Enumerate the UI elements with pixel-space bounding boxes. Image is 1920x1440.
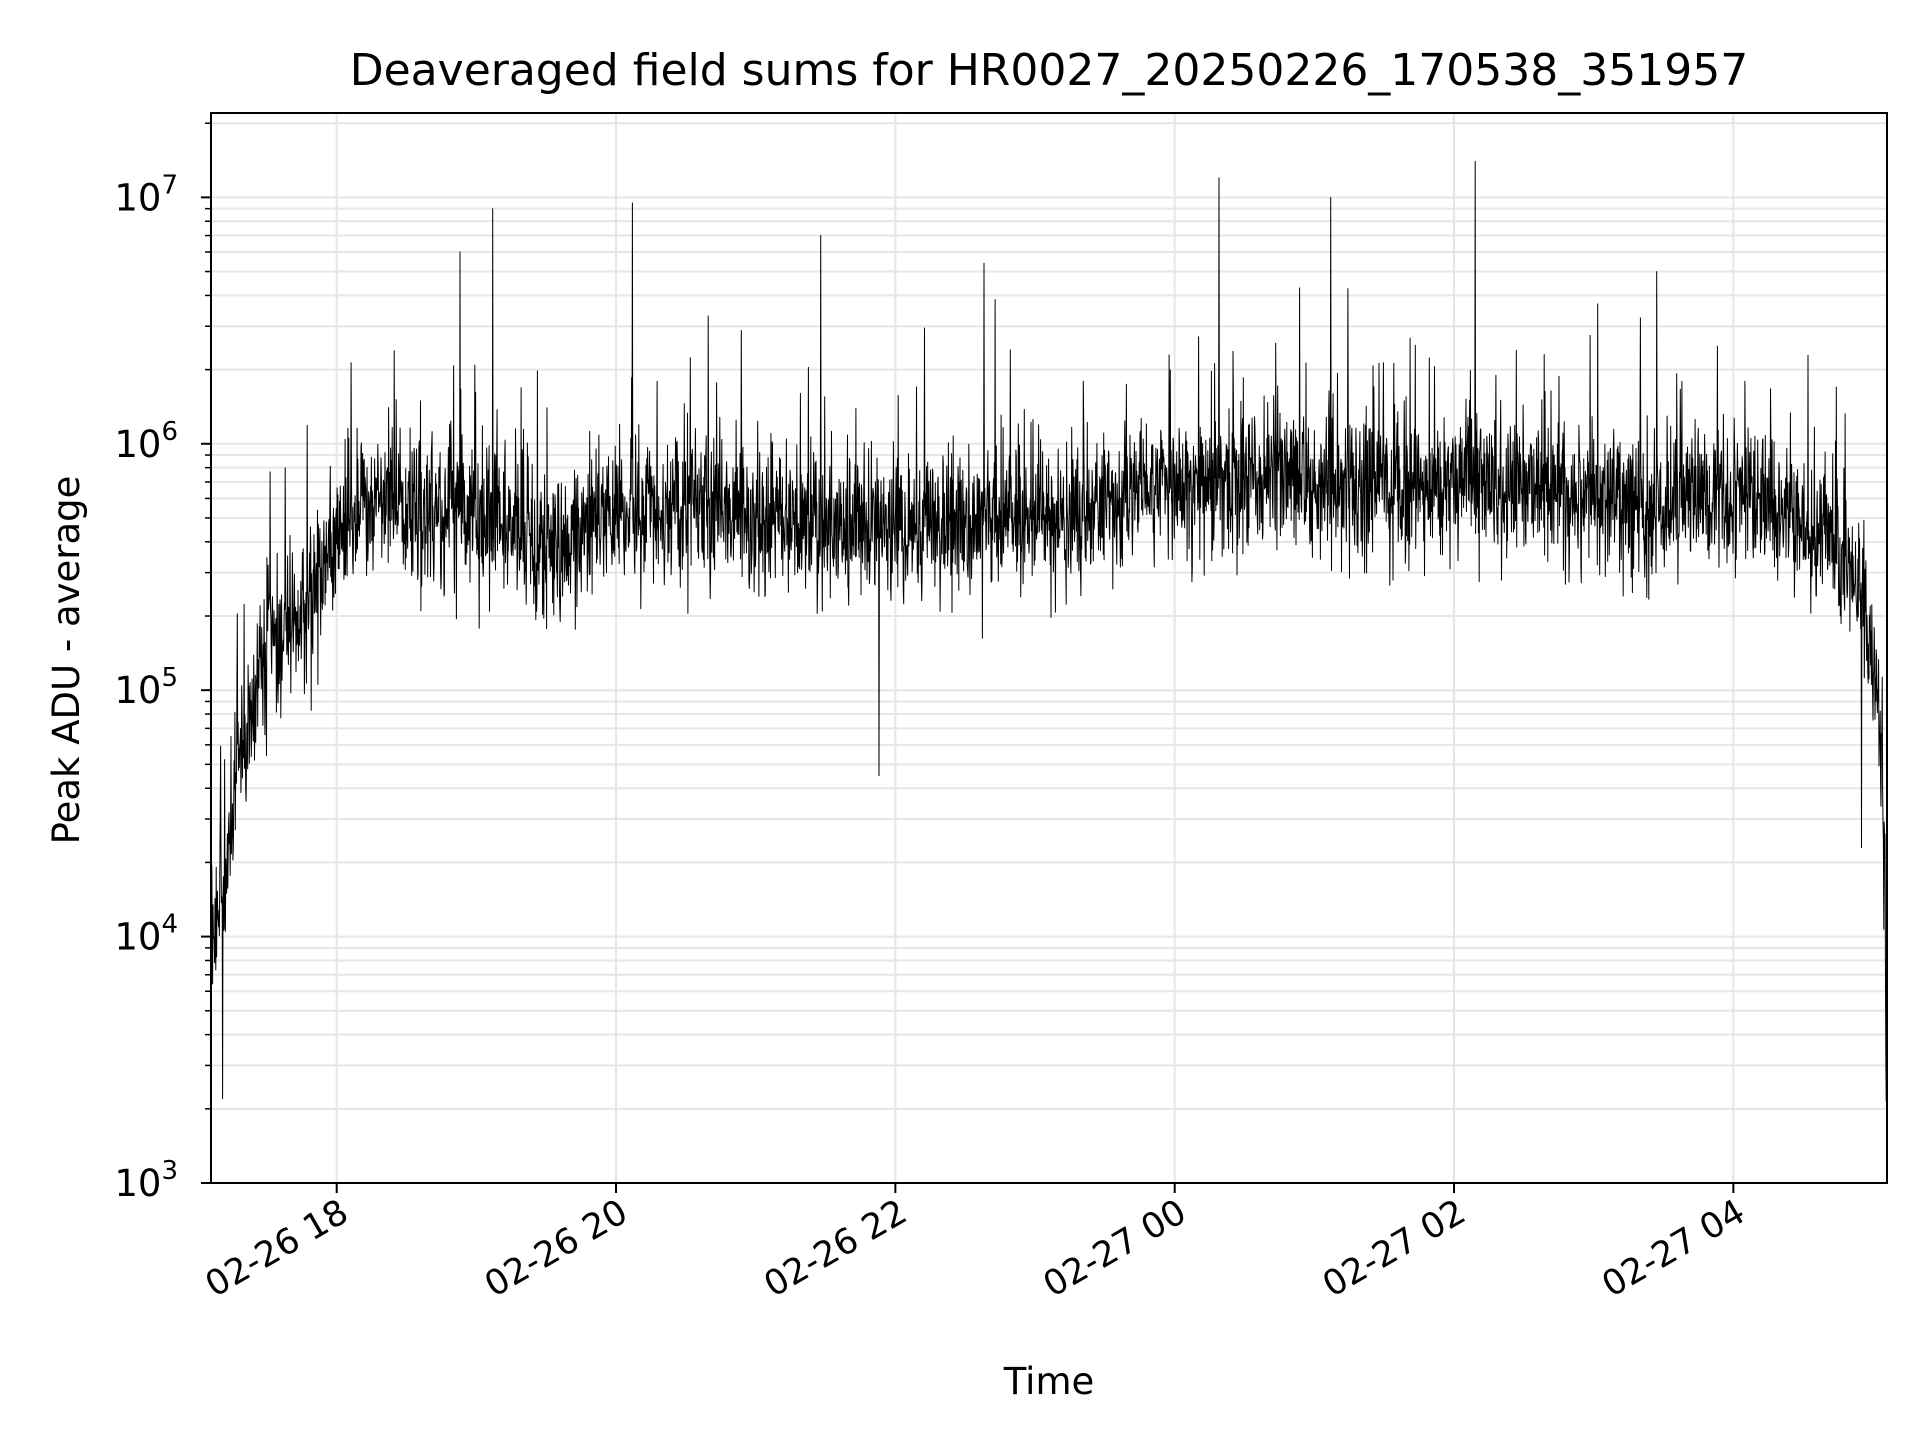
- y-tick-label: 107: [114, 170, 178, 219]
- y-axis: 103 104 105 106 107: [114, 122, 211, 1205]
- chart-title: Deaveraged field sums for HR0027_2025022…: [350, 45, 1749, 96]
- y-tick-label: 105: [114, 663, 178, 712]
- plot-frame: [210, 112, 1888, 1184]
- grid: [211, 113, 1887, 1184]
- y-tick-label: 104: [114, 910, 178, 959]
- y-tick-label: 106: [114, 417, 178, 466]
- x-axis-label: Time: [1003, 1360, 1095, 1403]
- y-tick-label: 103: [114, 1156, 178, 1205]
- y-axis-label: Peak ADU - average: [45, 476, 88, 845]
- series-line: [210, 160, 1888, 1140]
